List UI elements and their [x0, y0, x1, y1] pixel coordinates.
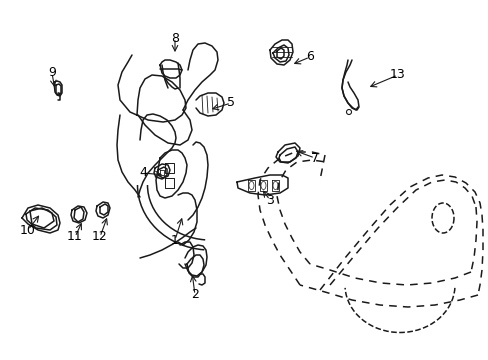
Text: 12: 12 — [92, 230, 108, 243]
Text: 4: 4 — [139, 166, 146, 180]
Text: 9: 9 — [48, 67, 56, 80]
Text: 7: 7 — [310, 152, 318, 165]
Text: 2: 2 — [191, 288, 199, 302]
Text: 8: 8 — [171, 31, 179, 45]
Text: 5: 5 — [226, 96, 235, 109]
Text: 11: 11 — [67, 230, 82, 243]
Text: 6: 6 — [305, 50, 313, 63]
Text: 10: 10 — [20, 224, 36, 237]
Text: 1: 1 — [171, 234, 179, 247]
Text: 3: 3 — [265, 194, 273, 207]
Text: 13: 13 — [389, 68, 405, 81]
